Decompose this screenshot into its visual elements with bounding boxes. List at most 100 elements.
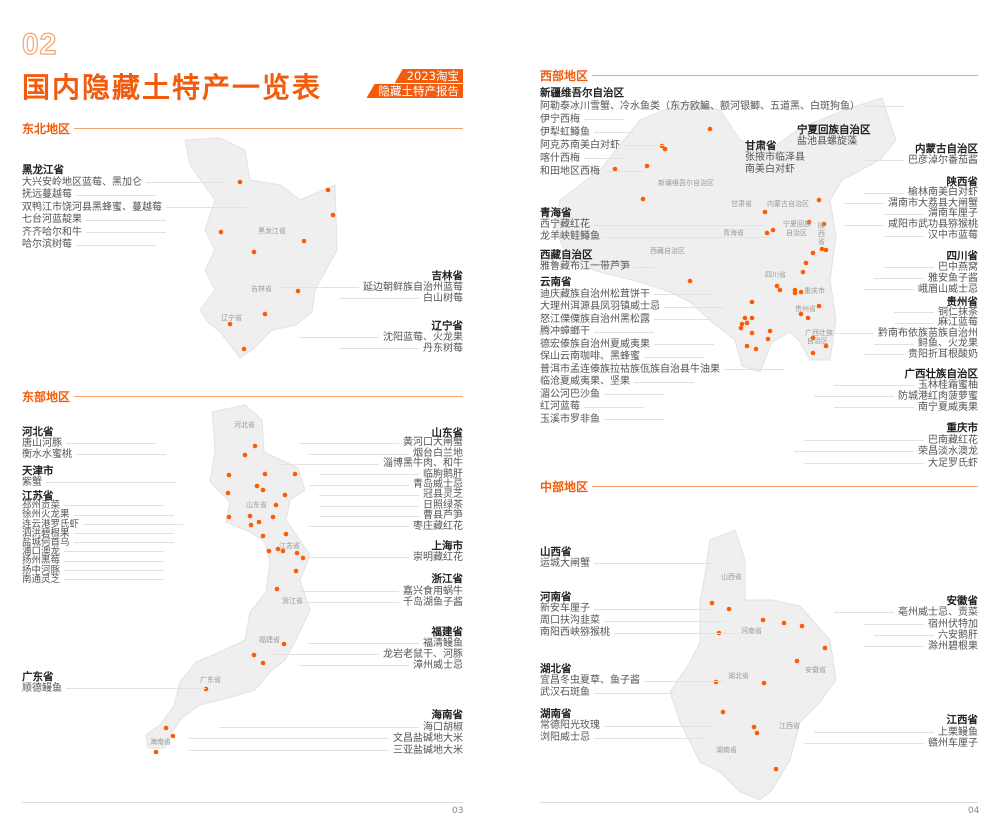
province-block: 四川省 巴中燕窝 雅安鱼子酱 峨眉山威士忌 xyxy=(864,250,979,296)
map-label: 四川省 xyxy=(765,271,786,279)
specialty-item: 巴南藏红花 xyxy=(794,435,978,447)
specialty-label: 保山云南咖啡、黑蜂蜜 xyxy=(540,351,640,362)
divider xyxy=(74,396,463,397)
specialty-label: 滁州碧根果 xyxy=(928,641,978,653)
province-block: 西藏自治区 雅鲁藏布江一带芦笋 xyxy=(540,249,654,273)
province-block: 河南省 新安车厘子 周口扶沟韭菜 南阳西峡猕猴桃 xyxy=(540,591,734,639)
specialty-label: 新安车厘子 xyxy=(540,603,590,614)
specialty-label: 德宏傣族自治州夏威夷果 xyxy=(540,338,650,350)
specialty-label: 浦口澳龙 xyxy=(22,546,61,558)
specialty-item: 淄博黑牛肉、和牛 xyxy=(279,458,463,469)
specialty-label: 沈阳蓝莓、火龙果 xyxy=(383,332,463,343)
province-block: 广西壮族自治区 玉林桂霜蜜柚 防城港红肉菠萝蜜 南宁夏威夷果 xyxy=(814,369,978,414)
specialty-item: 宜昌冬虫夏草、鱼子酱 xyxy=(540,675,724,687)
province-name: 吉林省 xyxy=(431,270,464,282)
specialty-item: 徐州火龙果 xyxy=(22,509,183,521)
province-name: 上海市 xyxy=(431,540,464,552)
province-block: 山西省 运城大闸蟹 xyxy=(540,547,714,570)
map-label: 自治区 xyxy=(807,337,828,345)
province-name: 黑龙江省 xyxy=(22,164,64,176)
specialty-item: 浏阳威士忌 xyxy=(540,732,714,744)
specialty-item: 红河蓝莓 xyxy=(540,401,784,414)
province-name: 宁夏回族自治区 xyxy=(797,124,871,136)
province-block: 河北省 唐山河豚 衡水水蜜桃 xyxy=(22,427,166,461)
specialty-item: 周口扶沟韭菜 xyxy=(540,615,734,627)
specialty-label: 玉林桂霜蜜柚 xyxy=(918,380,978,391)
specialty-label: 双鸭江市饶河县黑蜂蜜、蔓越莓 xyxy=(22,201,162,213)
region-heading-west: 西部地区 xyxy=(540,67,978,84)
specialty-label: 临朐鹅肝 xyxy=(423,468,463,480)
specialty-item: 南宁夏威夷果 xyxy=(814,402,978,413)
map-label: 甘肃省 xyxy=(731,200,752,208)
specialty-item: 赣州车厘子 xyxy=(804,738,978,750)
map-label: 江苏省 xyxy=(279,542,300,550)
specialty-label: 徐州火龙果 xyxy=(22,509,70,521)
specialty-item: 大兴安岭地区蓝莓、黑加仑 xyxy=(22,177,246,190)
specialty-label: 龙岩老鼠干、河豚 xyxy=(383,649,463,660)
specialty-item: 崇明藏红花 xyxy=(309,552,463,563)
specialty-label: 宜昌冬虫夏草、鱼子酱 xyxy=(540,675,640,686)
province-block: 上海市 崇明藏红花 xyxy=(309,540,464,564)
province-name: 福建省 xyxy=(431,626,464,638)
specialty-item: 黄河口大闸蟹 xyxy=(279,437,463,449)
specialty-item: 普洱市孟连傣族拉祜族佤族自治县牛油果 xyxy=(540,364,784,377)
specialty-item: 迪庆藏族自治州松茸饼干 xyxy=(540,289,784,302)
specialty-label: 六安鹅肝 xyxy=(938,629,978,641)
specialty-item: 新安车厘子 xyxy=(540,603,734,615)
specialty-item: 浦口澳龙 xyxy=(22,546,183,558)
report-badge-line1: 2023淘宝 xyxy=(394,69,463,83)
specialty-label: 临沧夏威夷果、坚果 xyxy=(540,376,630,387)
province-block: 宁夏回族自治区 盐池县螺旋藻 xyxy=(797,124,871,148)
specialty-label: 常德阳光玫瑰 xyxy=(540,720,600,731)
specialty-label: 迪庆藏族自治州松茸饼干 xyxy=(540,288,650,300)
map-label: 湖北省 xyxy=(728,672,749,680)
province-name: 山东省 xyxy=(431,427,464,439)
specialty-item: 连云港罗氏虾 xyxy=(22,519,183,529)
specialty-item: 阿克苏南美白对虾 xyxy=(540,139,904,152)
specialty-label: 运城大闸蟹 xyxy=(540,558,590,569)
region-title: 中部地区 xyxy=(540,480,589,494)
specialty-label: 扬中河豚 xyxy=(22,564,61,576)
province-block: 浙江省 嘉兴食用蜗牛 千岛湖鱼子酱 xyxy=(299,573,463,609)
specialty-item: 三亚盐碱地大米 xyxy=(189,745,463,757)
specialty-label: 福清鳗鱼 xyxy=(423,638,463,649)
specialty-label: 喀什西梅 xyxy=(540,153,580,164)
specialty-item: 邳州贡菜 xyxy=(22,501,183,511)
specialty-label: 顺德鳗鱼 xyxy=(22,683,62,694)
specialty-item: 贵阳折耳根酸奶 xyxy=(834,349,978,361)
specialty-item: 南阳西峡猕猴桃 xyxy=(540,627,734,639)
specialty-label: 咸阳市武功县猕猴桃 xyxy=(888,219,978,231)
specialty-item: 千岛湖鱼子酱 xyxy=(299,597,463,609)
specialty-label: 千岛湖鱼子酱 xyxy=(403,597,463,608)
specialty-label: 烟台白兰地 xyxy=(413,447,463,459)
specialty-item: 保山云南咖啡、黑蜂蜜 xyxy=(540,351,784,364)
specialty-item: 延边朝鲜族自治州蓝莓 xyxy=(279,282,463,293)
specialty-item: 齐齐哈尔和牛 xyxy=(22,227,246,240)
specialty-label: 日照绿茶 xyxy=(423,499,463,511)
map-label: 内蒙古自治区 xyxy=(767,200,809,208)
map-label: 自治区 xyxy=(786,229,807,237)
specialty-label: 峨眉山威士忌 xyxy=(918,284,978,295)
region-heading-northeast: 东北地区 xyxy=(22,120,463,137)
map-label: 湖南省 xyxy=(716,746,737,754)
specialty-label: 赣州车厘子 xyxy=(928,738,978,749)
province-name: 江西省 xyxy=(946,714,979,726)
specialty-item: 湄公河巴沙鱼 xyxy=(540,389,784,402)
specialty-item: 荣昌淡水澳龙 xyxy=(794,446,978,458)
map-label: 辽宁省 xyxy=(221,314,242,322)
specialty-item: 双鸭江市饶河县黑蜂蜜、蔓越莓 xyxy=(22,202,246,215)
province-name: 江苏省 xyxy=(22,490,54,502)
specialty-label: 汉中市蓝莓 xyxy=(928,229,978,241)
footer-divider-right xyxy=(540,802,978,803)
province-block: 新疆维吾尔自治区 阿勒泰冰川雪蟹、冷水鱼类（东方欧鳊、额河银鲫、五道黑、白斑狗鱼）… xyxy=(540,87,904,178)
province-name: 安徽省 xyxy=(946,595,979,607)
specialty-item: 扬州黑莓 xyxy=(22,556,183,566)
specialty-label: 黄河口大闸蟹 xyxy=(403,437,463,449)
divider xyxy=(592,75,978,76)
province-name: 天津市 xyxy=(22,465,54,477)
specialty-item: 曹县芦笋 xyxy=(279,510,463,521)
province-name: 四川省 xyxy=(946,250,979,262)
province-name: 新疆维吾尔自治区 xyxy=(540,87,624,99)
province-name: 湖北省 xyxy=(540,663,572,675)
map-label: 青海省 xyxy=(723,229,744,237)
